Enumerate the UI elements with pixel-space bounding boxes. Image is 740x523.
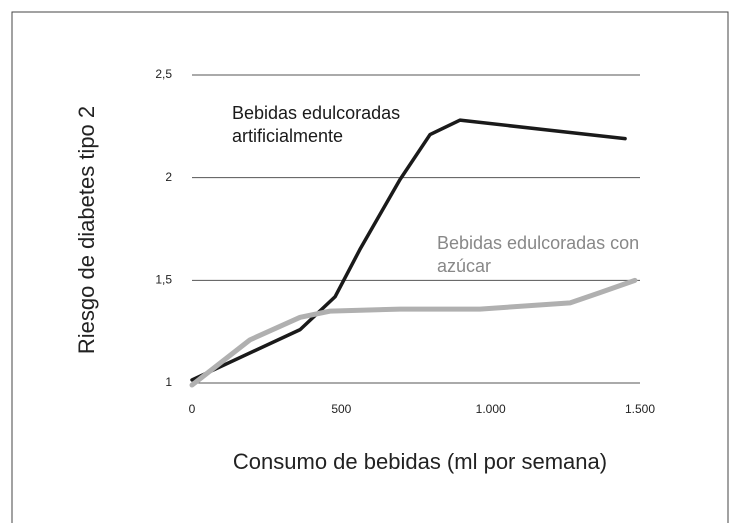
series-label: Bebidas edulcoradas con azúcar: [437, 233, 640, 276]
y-tick-label: 2: [165, 170, 172, 184]
frame: [11, 11, 729, 523]
x-tick-label: 1.000: [476, 402, 506, 416]
y-tick-label: 1,5: [155, 273, 172, 287]
y-axis-label: Riesgo de diabetes tipo 2: [74, 106, 99, 354]
x-tick-label: 500: [331, 402, 351, 416]
x-axis-label: Consumo de bebidas (ml por semana): [233, 449, 607, 474]
x-tick-label: 0: [189, 402, 196, 416]
line: [190, 118, 627, 382]
line: [189, 277, 638, 388]
y-tick-label: 1: [165, 375, 172, 389]
x-tick-label: 1.500: [625, 402, 655, 416]
series-label: Bebidas edulcoradas artificialmente: [232, 103, 401, 146]
y-tick-label: 2,5: [155, 67, 172, 81]
